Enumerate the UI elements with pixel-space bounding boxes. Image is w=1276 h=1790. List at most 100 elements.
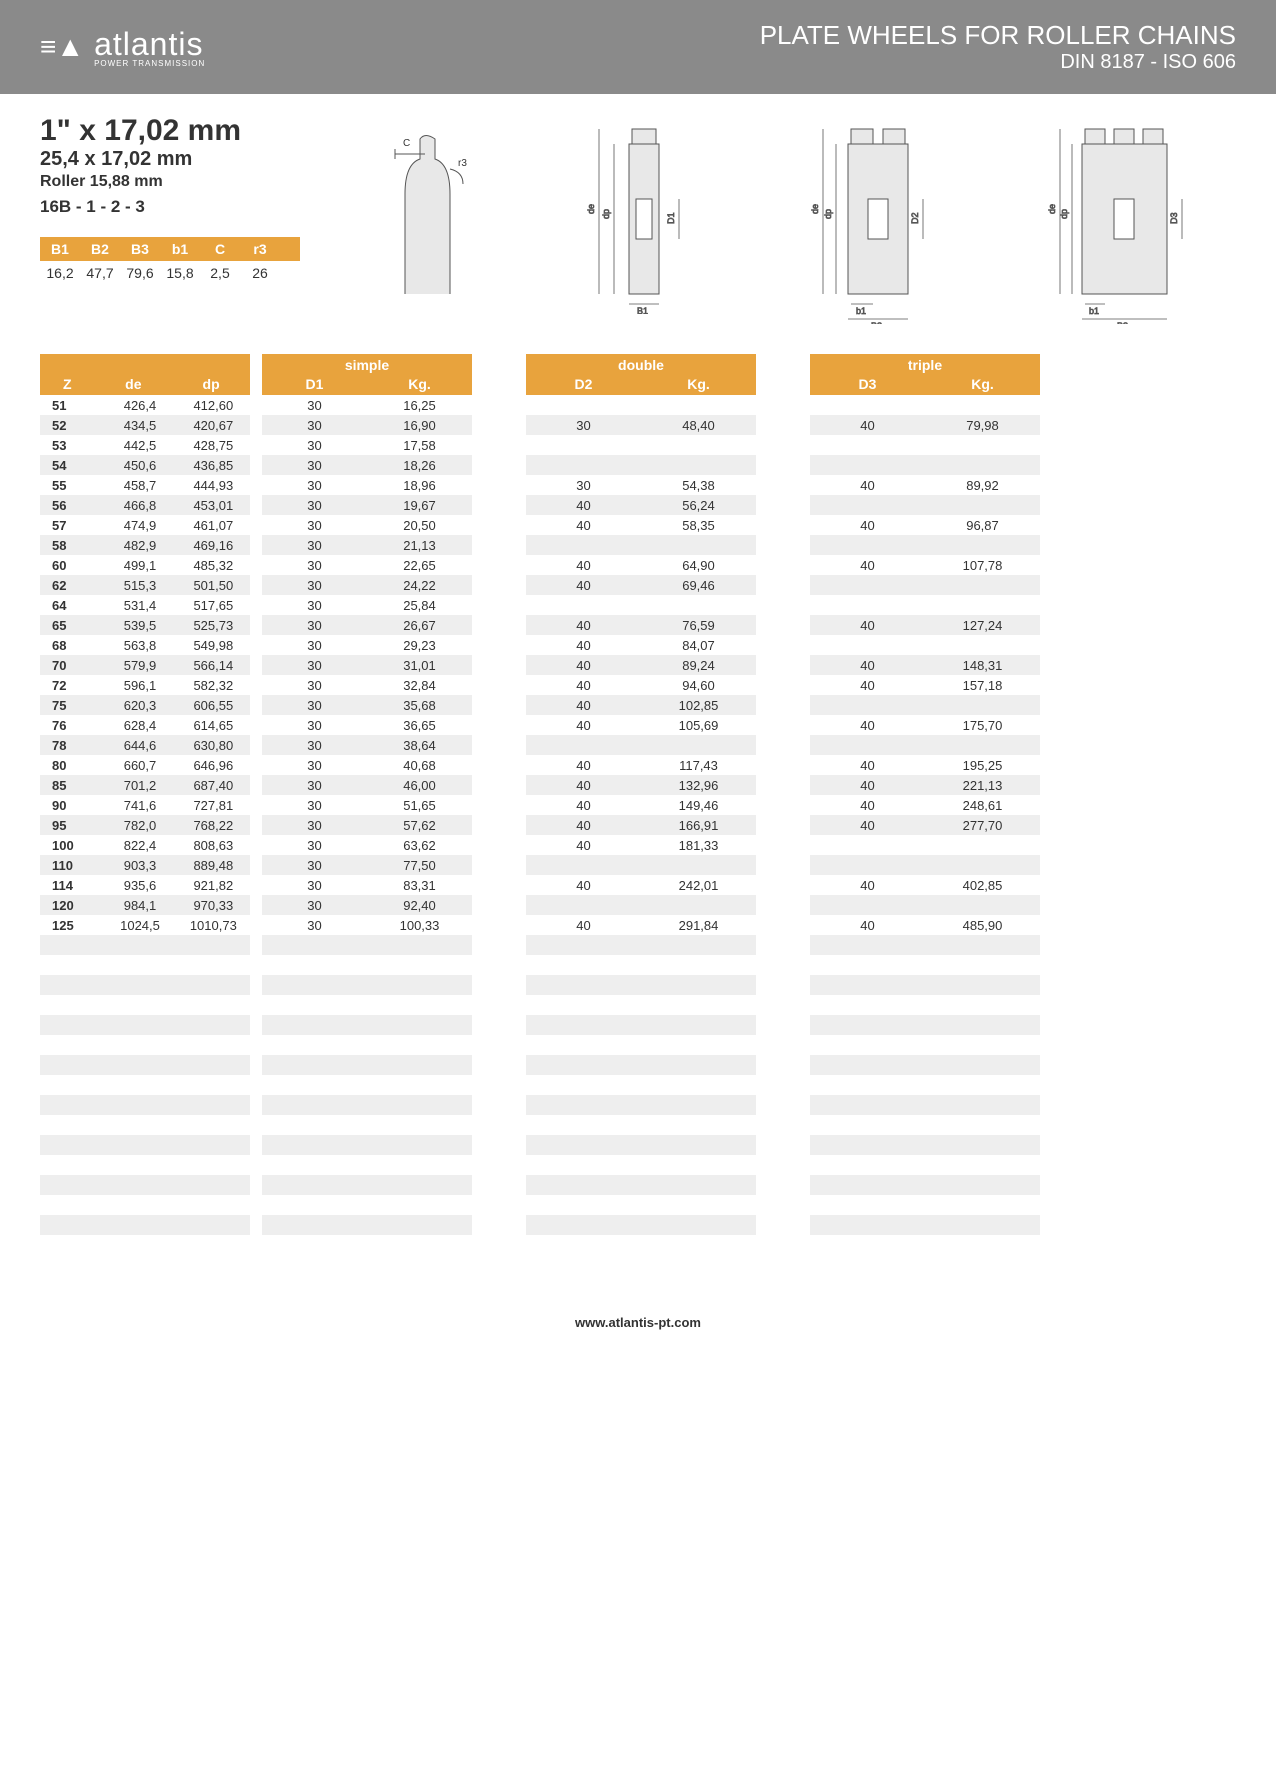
table-cell: 727,81 xyxy=(177,798,250,813)
table-cell: 56,24 xyxy=(641,498,756,513)
table-row: 3035,68 xyxy=(262,695,472,715)
table-row xyxy=(40,935,250,955)
table-cell: 579,9 xyxy=(103,658,176,673)
table-row xyxy=(526,975,756,995)
table-row: 40221,13 xyxy=(810,775,1040,795)
table-row xyxy=(526,1135,756,1155)
table-row xyxy=(262,1195,472,1215)
table-cell: 644,6 xyxy=(103,738,176,753)
simple-title: simple xyxy=(262,354,472,376)
table-row xyxy=(810,735,1040,755)
table-cell: 646,96 xyxy=(177,758,250,773)
table-row: 30100,33 xyxy=(262,915,472,935)
table-row: 40175,70 xyxy=(810,715,1040,735)
table-cell: 64,90 xyxy=(641,558,756,573)
table-cell: 29,23 xyxy=(367,638,472,653)
table-row xyxy=(810,995,1040,1015)
table-cell: 105,69 xyxy=(641,718,756,733)
table-row: 3057,62 xyxy=(262,815,472,835)
table-row: 51426,4412,60 xyxy=(40,395,250,415)
col-header: Z xyxy=(40,376,94,392)
table-row: 57474,9461,07 xyxy=(40,515,250,535)
table-cell: 18,26 xyxy=(367,458,472,473)
table-cell: 434,5 xyxy=(103,418,176,433)
table-cell: 40 xyxy=(526,718,641,733)
table-row: 4094,60 xyxy=(526,675,756,695)
table-cell: 30 xyxy=(262,838,367,853)
table-cell: 30 xyxy=(262,918,367,933)
svg-text:r3: r3 xyxy=(458,158,467,169)
table-row xyxy=(526,1035,756,1055)
table-cell: 40 xyxy=(810,618,925,633)
banner-title-line2: DIN 8187 - ISO 606 xyxy=(760,51,1236,74)
table-cell: 54,38 xyxy=(641,478,756,493)
table-cell: 30 xyxy=(262,698,367,713)
table-row xyxy=(262,1055,472,1075)
svg-text:de: de xyxy=(586,204,596,214)
table-row: 85701,2687,40 xyxy=(40,775,250,795)
table-cell: 89,24 xyxy=(641,658,756,673)
table-cell: 149,46 xyxy=(641,798,756,813)
table-cell: 501,50 xyxy=(177,578,250,593)
table-row xyxy=(526,1195,756,1215)
table-row xyxy=(810,855,1040,875)
table-row: 40105,69 xyxy=(526,715,756,735)
table-cell: 30 xyxy=(262,738,367,753)
table-cell: 32,84 xyxy=(367,678,472,693)
table-cell: 30 xyxy=(262,518,367,533)
banner-title-line1: PLATE WHEELS FOR ROLLER CHAINS xyxy=(760,20,1236,51)
table-cell: 525,73 xyxy=(177,618,250,633)
table-row xyxy=(810,1035,1040,1055)
table-row: 60499,1485,32 xyxy=(40,555,250,575)
table-cell: 515,3 xyxy=(103,578,176,593)
table-cell: 30 xyxy=(262,818,367,833)
table-row: 4064,90 xyxy=(526,555,756,575)
table-cell: 40,68 xyxy=(367,758,472,773)
table-row xyxy=(262,955,472,975)
table-row: 3046,00 xyxy=(262,775,472,795)
table-cell: 474,9 xyxy=(103,518,176,533)
table-cell: 499,1 xyxy=(103,558,176,573)
header-banner: ≡▲ atlantis POWER TRANSMISSION PLATE WHE… xyxy=(0,0,1276,94)
table-cell: 687,40 xyxy=(177,778,250,793)
table-cell: 75 xyxy=(40,698,103,713)
table-cell: 40 xyxy=(810,878,925,893)
table-row: 75620,3606,55 xyxy=(40,695,250,715)
simple-wheel-diagram: de dp D1 B1 xyxy=(574,124,714,314)
table-row xyxy=(810,1095,1040,1115)
table-row xyxy=(40,1215,250,1235)
data-block-base: Zdedp 51426,4412,6052434,5420,6753442,54… xyxy=(40,354,250,1255)
table-cell: 221,13 xyxy=(925,778,1040,793)
table-cell: 40 xyxy=(810,678,925,693)
dim-value-cell: 15,8 xyxy=(160,261,200,285)
table-cell: 30 xyxy=(262,898,367,913)
table-cell: 79,98 xyxy=(925,418,1040,433)
dim-header-cell: B2 xyxy=(80,237,120,261)
table-cell: 40 xyxy=(810,718,925,733)
table-cell: 984,1 xyxy=(103,898,176,913)
table-cell: 30 xyxy=(262,538,367,553)
table-row xyxy=(40,1235,250,1255)
table-cell: 96,87 xyxy=(925,518,1040,533)
table-row: 3020,50 xyxy=(262,515,472,535)
table-cell: 40 xyxy=(526,918,641,933)
table-cell: 30 xyxy=(262,598,367,613)
table-row: 4058,35 xyxy=(526,515,756,535)
svg-text:D1: D1 xyxy=(666,212,676,224)
table-cell: 56 xyxy=(40,498,103,513)
table-cell: 482,9 xyxy=(103,538,176,553)
table-cell: 242,01 xyxy=(641,878,756,893)
table-row xyxy=(526,455,756,475)
table-row xyxy=(526,895,756,915)
table-row: 40277,70 xyxy=(810,815,1040,835)
table-cell: 40 xyxy=(810,558,925,573)
table-cell: 63,62 xyxy=(367,838,472,853)
table-row xyxy=(810,1055,1040,1075)
table-row: 3083,31 xyxy=(262,875,472,895)
table-row: 3018,26 xyxy=(262,455,472,475)
spec-h3: Roller 15,88 mm xyxy=(40,173,300,191)
table-row: 52434,5420,67 xyxy=(40,415,250,435)
table-cell: 30 xyxy=(526,418,641,433)
table-row: 40117,43 xyxy=(526,755,756,775)
table-row xyxy=(40,1075,250,1095)
